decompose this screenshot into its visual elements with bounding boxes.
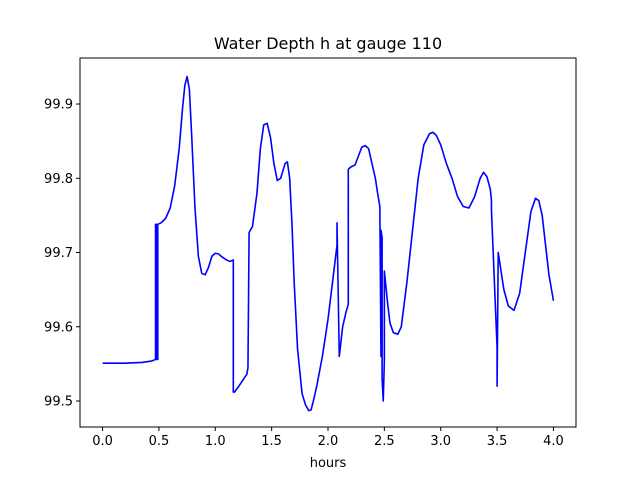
y-tick-label: 99.6: [44, 320, 73, 335]
y-tick-label: 99.7: [44, 246, 73, 261]
y-tick-label: 99.5: [44, 395, 73, 410]
x-tick-label: 3.0: [430, 434, 451, 449]
x-tick-label: 2.0: [318, 434, 339, 449]
x-tick-label: 2.5: [374, 434, 395, 449]
x-tick-label: 1.5: [261, 434, 282, 449]
x-axis-label: hours: [310, 456, 347, 471]
x-tick-label: 0.5: [149, 434, 170, 449]
x-tick-label: 4.0: [543, 434, 564, 449]
chart-title: Water Depth h at gauge 110: [214, 34, 442, 53]
series-layer: [102, 75, 555, 412]
y-tick-label: 99.8: [44, 172, 73, 187]
y-tick-label: 99.9: [44, 98, 73, 113]
x-tick-label: 3.5: [487, 434, 508, 449]
plot-area: [80, 58, 576, 427]
series-line-0: [102, 75, 555, 412]
x-axis-ticks: 0.0 0.5 1.0 1.5 2.0 2.5 3.0 3.5 4.0: [92, 427, 564, 449]
x-tick-label: 0.0: [92, 434, 113, 449]
x-tick-label: 1.0: [205, 434, 226, 449]
y-axis-ticks: 99.5 99.6 99.7 99.8 99.9: [44, 98, 80, 410]
